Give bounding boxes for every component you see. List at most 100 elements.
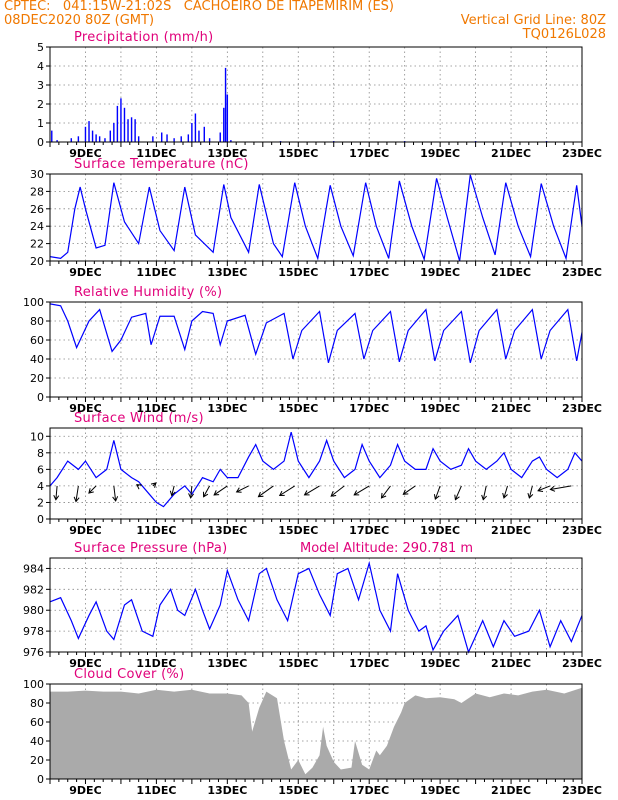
wind-vector bbox=[88, 485, 97, 494]
pressure-ytick-label: 978 bbox=[23, 625, 44, 638]
precip-bar bbox=[180, 136, 182, 142]
precip-xtick-label: 15DEC bbox=[278, 147, 318, 160]
temp-ytick-label: 28 bbox=[30, 185, 44, 198]
precip-bar bbox=[91, 130, 94, 142]
grid-line-note: Vertical Grid Line: 80Z bbox=[460, 13, 606, 28]
precip-bar bbox=[187, 134, 190, 142]
precip-xtick-label: 11DEC bbox=[136, 147, 176, 160]
precip-title: Precipitation (mm/h) bbox=[74, 30, 213, 45]
wind-vector-head bbox=[188, 493, 195, 499]
wind-vector-head bbox=[433, 494, 440, 501]
precip-bar bbox=[98, 136, 101, 142]
precip-bar bbox=[88, 121, 90, 142]
wind-vector bbox=[203, 485, 211, 497]
precip-frame bbox=[49, 46, 583, 143]
precip-bar bbox=[219, 132, 221, 142]
wind-ytick-label: 8 bbox=[37, 447, 44, 460]
temp-xtick-label: 21DEC bbox=[491, 266, 531, 279]
temp-frame bbox=[49, 173, 583, 262]
pressure-xtick-label: 21DEC bbox=[491, 657, 531, 670]
wind-vector-head bbox=[169, 490, 176, 497]
wind-xtick-label: 23DEC bbox=[562, 524, 602, 537]
cloud-xtick-label: 17DEC bbox=[349, 784, 389, 797]
temp-ytick-label: 26 bbox=[30, 203, 44, 216]
precip-bar bbox=[120, 98, 122, 142]
wind-vector-head bbox=[278, 490, 285, 497]
temp-xtick-label: 11DEC bbox=[136, 266, 176, 279]
cloud-ytick-label: 20 bbox=[30, 754, 44, 767]
rh-line bbox=[49, 303, 583, 363]
rh-xtick-label: 23DEC bbox=[562, 402, 602, 415]
pressure-ytick-label: 982 bbox=[23, 583, 44, 596]
temp-xtick-label: 15DEC bbox=[278, 266, 318, 279]
temp-xtick-label: 17DEC bbox=[349, 266, 389, 279]
wind-ytick-label: 6 bbox=[37, 463, 44, 476]
rh-ytick-label: 80 bbox=[30, 315, 44, 328]
precip-xtick-label: 19DEC bbox=[420, 147, 460, 160]
temp-ytick-label: 22 bbox=[30, 238, 44, 251]
precip-ytick-label: 0 bbox=[37, 136, 44, 149]
wind-vector bbox=[403, 485, 416, 495]
pressure-subtitle: Model Altitude: 290.781 m bbox=[300, 541, 473, 556]
wind-frame bbox=[49, 427, 583, 520]
precip-ytick-label: 3 bbox=[37, 79, 44, 92]
wind-vector bbox=[330, 485, 345, 497]
wind-vector bbox=[55, 485, 58, 500]
rh-xtick-label: 13DEC bbox=[207, 402, 247, 415]
wind-vector-head bbox=[549, 485, 556, 492]
wind-xtick-label: 15DEC bbox=[278, 524, 318, 537]
rh-xtick-label: 21DEC bbox=[491, 402, 531, 415]
pressure-ytick-label: 984 bbox=[23, 562, 44, 575]
wind-vector-head bbox=[402, 489, 409, 495]
wind-vector bbox=[236, 485, 249, 493]
station-header: CPTEC: 041:15W-21:02S CACHOEIRO DE ITAPE… bbox=[4, 0, 395, 14]
precip-bar bbox=[113, 123, 115, 142]
rh-ytick-label: 100 bbox=[23, 296, 44, 309]
rh-ytick-label: 40 bbox=[30, 353, 44, 366]
cloud-ytick-label: 60 bbox=[30, 716, 44, 729]
rh-xtick-label: 11DEC bbox=[136, 402, 176, 415]
wind-vector bbox=[454, 485, 462, 500]
pressure-line bbox=[49, 560, 583, 654]
wind-vector-head bbox=[150, 482, 157, 488]
precip-bar bbox=[208, 138, 211, 142]
wind-vector-head bbox=[73, 496, 80, 503]
wind-vector-head bbox=[502, 492, 508, 499]
pressure-ytick-label: 980 bbox=[23, 604, 44, 617]
wind-vector-head bbox=[88, 488, 94, 494]
wind-vector bbox=[537, 485, 551, 492]
wind-vector bbox=[171, 485, 175, 496]
pressure-xtick-label: 17DEC bbox=[349, 657, 389, 670]
wind-vector-head bbox=[527, 492, 534, 499]
temp-ytick-label: 20 bbox=[30, 255, 44, 268]
cloud-ytick-label: 0 bbox=[37, 773, 44, 786]
temp-xtick-label: 19DEC bbox=[420, 266, 460, 279]
cloud-xtick-label: 21DEC bbox=[491, 784, 531, 797]
cloud-xtick-label: 15DEC bbox=[278, 784, 318, 797]
wind-ytick-label: 4 bbox=[37, 480, 44, 493]
precip-xtick-label: 17DEC bbox=[349, 147, 389, 160]
run-date: 08DEC2020 80Z (GMT) bbox=[4, 13, 155, 28]
temp-title: Surface Temperature (nC) bbox=[74, 157, 249, 172]
rh-ytick-label: 60 bbox=[30, 334, 44, 347]
cloud-title: Cloud Cover (%) bbox=[74, 667, 184, 682]
precip-bar bbox=[203, 126, 205, 142]
wind-xtick-label: 19DEC bbox=[420, 524, 460, 537]
precip-bar bbox=[104, 138, 106, 142]
wind-vector-head bbox=[112, 496, 119, 502]
wind-vector bbox=[75, 485, 79, 502]
wind-vector bbox=[528, 485, 533, 499]
precip-bar bbox=[173, 138, 175, 142]
pressure-title: Surface Pressure (hPa) bbox=[74, 541, 228, 556]
wind-vector-head bbox=[213, 490, 220, 496]
wind-vector-head bbox=[481, 494, 488, 501]
precip-bar bbox=[116, 105, 119, 142]
pressure-xtick-label: 9DEC bbox=[69, 657, 101, 670]
wind-vector-head bbox=[537, 486, 544, 492]
wind-vector bbox=[550, 485, 572, 491]
wind-vector bbox=[353, 485, 370, 496]
rh-frame bbox=[49, 301, 583, 398]
wind-title: Surface Wind (m/s) bbox=[74, 411, 204, 426]
precip-bar bbox=[223, 107, 225, 142]
cloud-ytick-label: 80 bbox=[30, 697, 44, 710]
